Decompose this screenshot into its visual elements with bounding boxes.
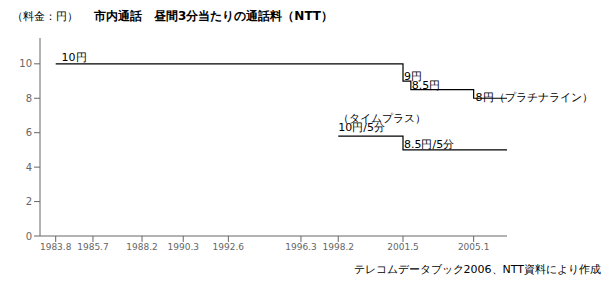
svg-text:10円: 10円 xyxy=(62,51,87,64)
svg-text:1992.6: 1992.6 xyxy=(213,242,245,252)
svg-text:1985.7: 1985.7 xyxy=(77,242,109,252)
svg-text:8: 8 xyxy=(26,93,32,104)
svg-text:2005.1: 2005.1 xyxy=(458,242,490,252)
svg-text:10円/5分: 10円/5分 xyxy=(338,121,385,134)
html-text:（料金：円）: （料金：円） xyxy=(12,10,78,23)
svg-text:1983.8: 1983.8 xyxy=(40,242,72,252)
svg-text:4: 4 xyxy=(26,162,32,173)
svg-text:1996.3: 1996.3 xyxy=(285,242,317,252)
html-text:市内通話 昼間3分当たりの通話料（NTT）: 市内通話 昼間3分当たりの通話料（NTT） xyxy=(94,9,333,23)
svg-text:8.5円/5分: 8.5円/5分 xyxy=(404,138,454,151)
svg-text:0: 0 xyxy=(26,231,32,242)
svg-text:8円（プラチナライン）: 8円（プラチナライン） xyxy=(476,91,593,104)
svg-text:1988.2: 1988.2 xyxy=(126,242,158,252)
svg-text:2001.5: 2001.5 xyxy=(387,242,419,252)
svg-text:1990.3: 1990.3 xyxy=(167,242,199,252)
svg-text:9円: 9円 xyxy=(404,70,422,84)
svg-text:2: 2 xyxy=(26,196,32,207)
svg-text:8.5円: 8.5円 xyxy=(412,79,441,92)
svg-text:（タイムプラス）: （タイムプラス） xyxy=(338,112,427,126)
svg-text:10: 10 xyxy=(19,58,32,69)
html-text:テレコムデータブック2006、NTT資料により作成: テレコムデータブック2006、NTT資料により作成 xyxy=(353,263,601,276)
svg-text:6: 6 xyxy=(26,127,32,138)
svg-text:1998.2: 1998.2 xyxy=(323,242,355,252)
